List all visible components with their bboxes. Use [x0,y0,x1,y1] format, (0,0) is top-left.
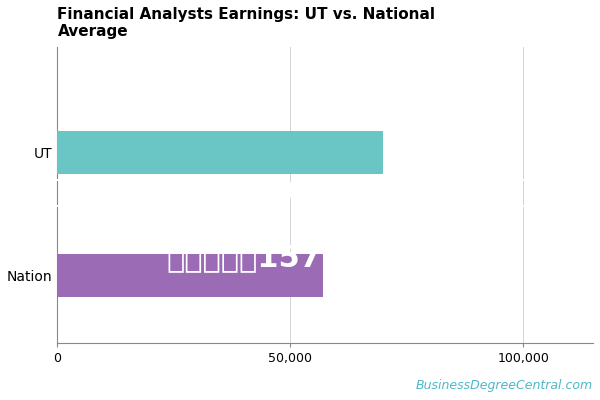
Bar [58,131,383,174]
Text: 资金净卖出1579.59万元: 资金净卖出1579.59万元 [167,243,433,272]
Text: 股票t加0平台 国药一致（000028）8月19日主力: 股票t加0平台 国药一致（000028）8月19日主力 [44,177,556,206]
Bar [58,254,323,297]
Text: BusinessDegreeCentral.com: BusinessDegreeCentral.com [416,378,593,392]
Text: Financial Analysts Earnings: UT vs. National
Average: Financial Analysts Earnings: UT vs. Nati… [58,7,436,39]
